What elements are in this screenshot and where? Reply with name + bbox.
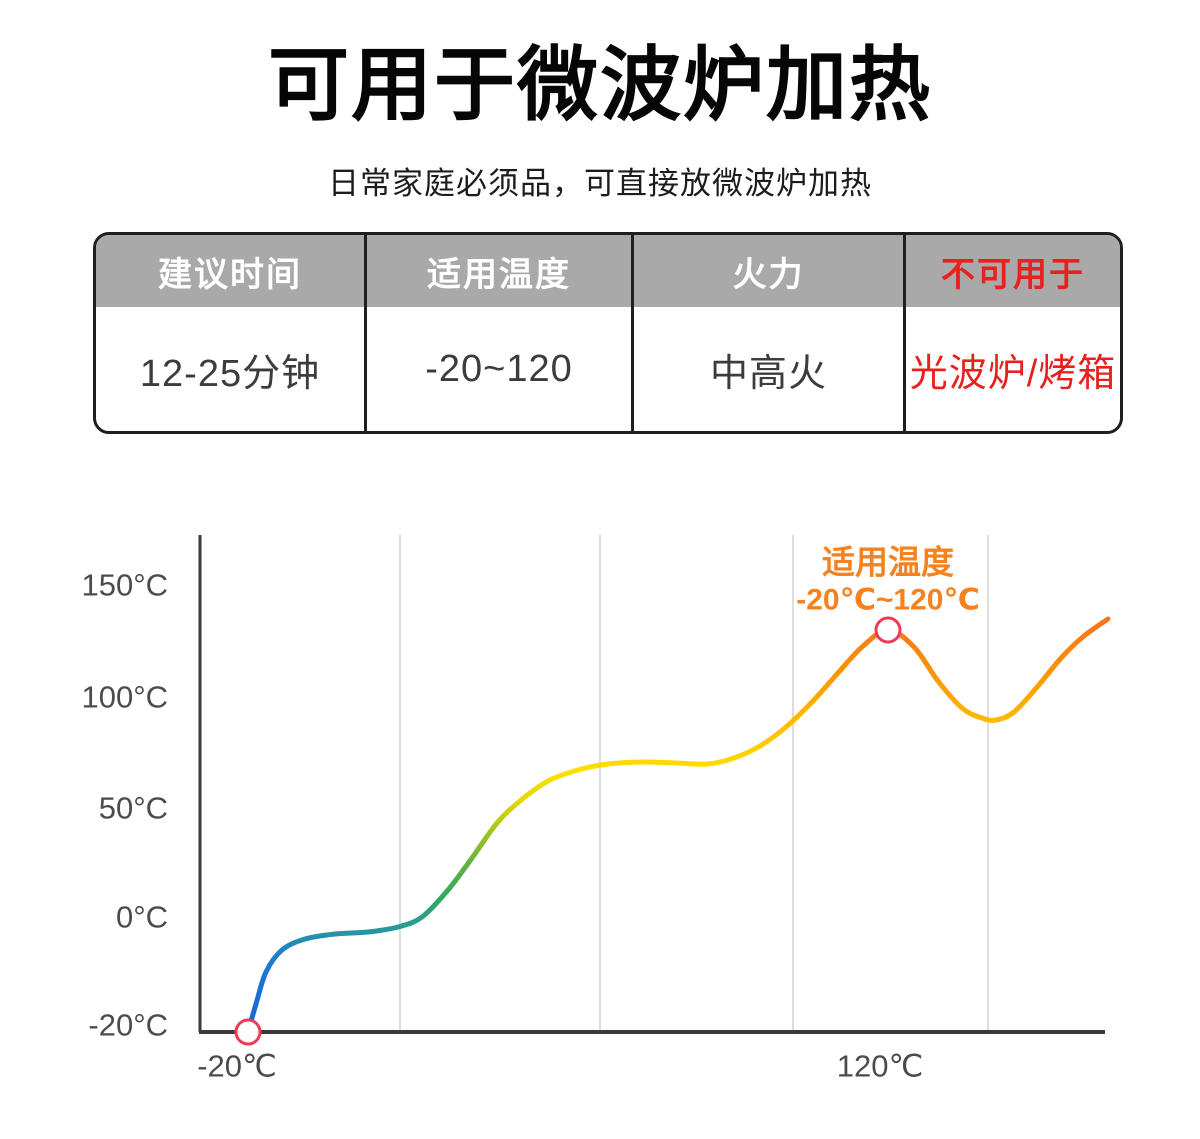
table-value-not-usable: 光波炉/烤箱 xyxy=(909,352,1117,395)
page-title: 可用于微波炉加热 xyxy=(267,41,932,131)
table-header-not-usable: 不可用于 xyxy=(906,235,1120,307)
marker-point xyxy=(874,616,902,644)
x-tick-label: -20℃ xyxy=(197,1049,277,1084)
table-header-temperature-range: 适用温度 xyxy=(367,235,631,307)
spec-column-power: 火力 中高火 xyxy=(631,235,903,431)
spec-table: 建议时间 12-25分钟 适用温度 -20~120 火力 中高火 不可用于 光波… xyxy=(93,232,1123,434)
y-tick-label: -20°C xyxy=(88,1008,168,1043)
page-subtitle: 日常家庭必须品，可直接放微波炉加热 xyxy=(328,166,872,201)
table-value-power-level: 中高火 xyxy=(709,352,827,395)
temperature-chart-svg: 150°C 100°C 50°C 0°C -20°C -20℃ 120℃ 适用温度-20℃~1… xyxy=(81,535,1111,1084)
table-header-suggested-time: 建议时间 xyxy=(96,235,364,307)
spec-column-time: 建议时间 12-25分钟 xyxy=(96,235,364,431)
y-tick-label: 100°C xyxy=(81,680,168,715)
spec-column-temperature: 适用温度 -20~120 xyxy=(364,235,631,431)
marker-point xyxy=(234,1018,262,1046)
table-value-suggested-time: 12-25分钟 xyxy=(139,352,321,395)
chart-annotation-line: -20℃~120℃ xyxy=(796,584,980,617)
y-tick-label: 50°C xyxy=(99,791,168,826)
temperature-curve xyxy=(245,616,1111,1035)
spec-column-not-usable: 不可用于 光波炉/烤箱 xyxy=(903,235,1120,431)
y-tick-label: 150°C xyxy=(81,568,168,603)
x-tick-label: 120℃ xyxy=(837,1049,924,1084)
chart-annotation-line: 适用温度 xyxy=(822,544,954,581)
table-header-power-level: 火力 xyxy=(634,235,903,307)
y-tick-label: 0°C xyxy=(116,900,168,935)
table-value-temperature-range: -20~120 xyxy=(425,347,573,390)
